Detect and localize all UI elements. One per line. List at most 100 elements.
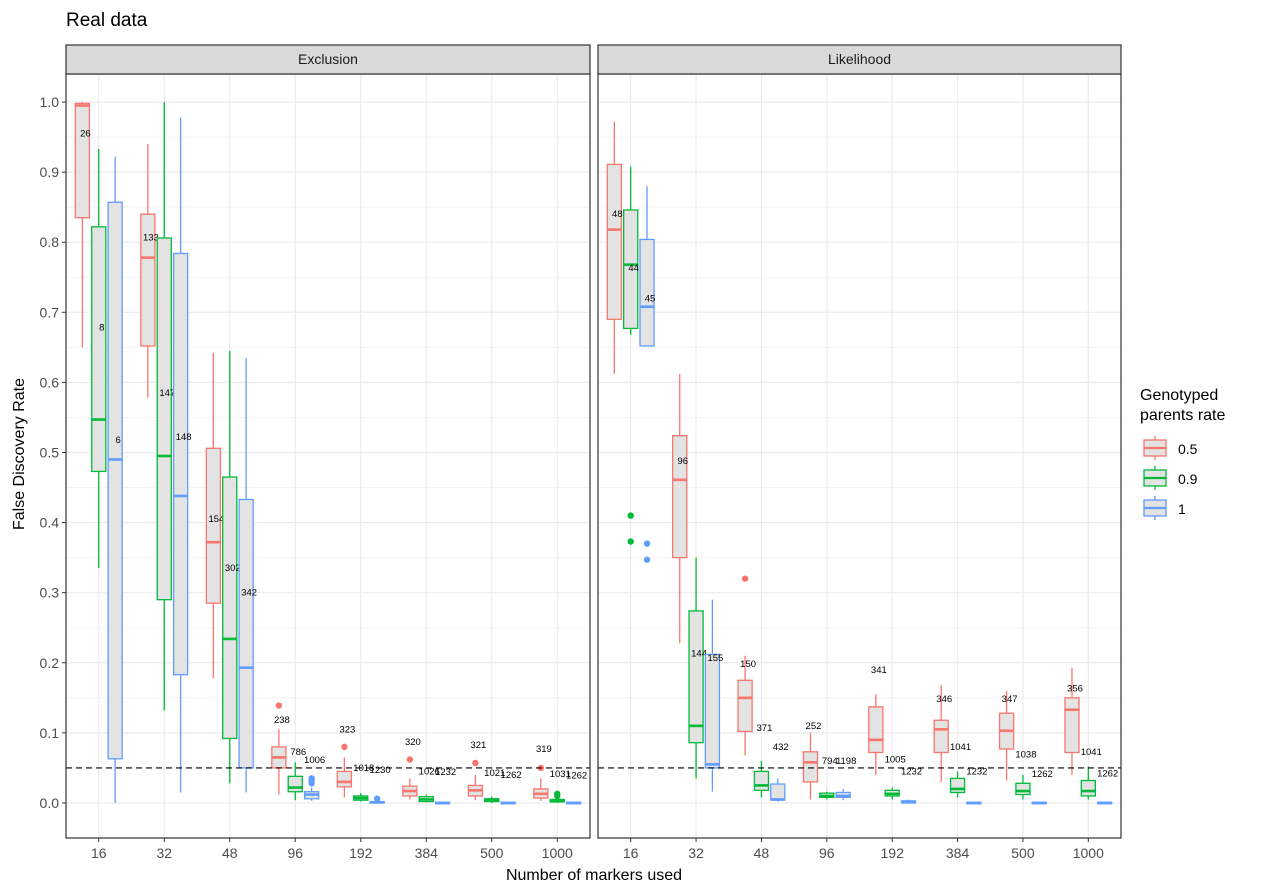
count-label: 26 [80, 129, 91, 140]
count-label: 1262 [566, 771, 587, 782]
box-48-0_9: 302 [222, 350, 241, 784]
x-tick-label: 32 [156, 845, 172, 861]
box-192-0_9: 1005 [884, 754, 906, 800]
count-label: 321 [470, 740, 486, 751]
box-96-1: 1006 [303, 755, 325, 801]
strip-background [65, 44, 591, 75]
y-tick-label: 0.3 [40, 585, 60, 601]
box-32-0_9: 147 [156, 102, 175, 711]
box-body [933, 719, 949, 754]
count-label: 1232 [435, 767, 456, 778]
box-96-0_5: 238 [271, 702, 290, 795]
chart-title: Real data [66, 10, 148, 31]
box-48-0_5: 154 [205, 352, 224, 679]
outlier-point [341, 743, 348, 751]
box-1000-1: 1262 [565, 771, 587, 805]
box-500-0_5: 321 [467, 740, 486, 801]
legend-title: Genotyped [1140, 387, 1218, 404]
y-tick-label: 0.5 [40, 444, 60, 460]
count-label: 320 [405, 737, 421, 748]
legend-label: 0.5 [1178, 441, 1198, 457]
box-1000-0_9: 1041 [1080, 747, 1102, 800]
legend-key-0_5: 0.5 [1143, 436, 1198, 460]
box-96-0_9: 786 [287, 747, 306, 801]
box-500-1: 1262 [500, 770, 522, 805]
box-body [1064, 697, 1080, 754]
count-label: 794 [822, 756, 838, 767]
box-192-1: 1230 [369, 765, 391, 804]
count-label: 1262 [1097, 769, 1118, 780]
y-axis-title: False Discovery Rate [11, 378, 28, 530]
panel-exclusion: 26 133 154 238 323 320 321 319 8 147 302 786 1018 102… [40, 44, 591, 861]
box-192-1: 1232 [900, 766, 922, 804]
facet-panels: 26 133 154 238 323 320 321 319 8 147 302 786 1018 102… [40, 44, 1122, 861]
box-384-1: 1232 [434, 767, 456, 805]
box-body [688, 610, 704, 744]
count-label: 44 [628, 263, 639, 274]
x-tick-label: 96 [287, 845, 303, 861]
box-body [623, 209, 639, 330]
box-body [753, 770, 770, 791]
y-tick-label: 0.1 [40, 725, 60, 741]
outlier-point [554, 790, 561, 798]
box-48-0_9: 371 [753, 723, 773, 798]
box-body [1080, 779, 1096, 797]
count-label: 252 [806, 721, 822, 732]
count-label: 8 [99, 323, 104, 334]
box-16-0_5: 48 [606, 121, 623, 374]
box-body [1015, 782, 1031, 796]
box-384-0_9: 1041 [949, 742, 971, 798]
box-body [868, 706, 884, 754]
box-body [704, 653, 721, 769]
outlier-point [275, 702, 283, 709]
count-label: 1262 [1032, 769, 1053, 780]
box-32-1: 148 [172, 117, 192, 793]
count-label: 1018 [353, 763, 374, 774]
box-body [238, 498, 254, 769]
count-label: 1005 [885, 754, 906, 765]
count-label: 238 [274, 715, 290, 726]
x-tick-label: 96 [819, 845, 835, 861]
box-body [949, 777, 966, 794]
count-label: 347 [1002, 694, 1018, 705]
count-label: 48 [612, 209, 623, 220]
strip-label: Exclusion [298, 51, 358, 67]
box-body [205, 447, 222, 604]
box-16-0_9: 44 [623, 166, 639, 545]
panel-likelihood: 48 96 150 252 341 346 347 356 44 144 371 794 1005 104… [597, 44, 1122, 861]
box-1000-0_9: 1031 [549, 769, 571, 803]
count-label: 155 [707, 653, 723, 664]
series-0_9: 44 144 371 794 1005 1041 1038 1041 [623, 166, 1102, 800]
count-label: 371 [757, 723, 773, 734]
box-body [156, 237, 172, 601]
count-label: 432 [773, 742, 789, 753]
outlier-point [373, 795, 381, 802]
box-48-1: 432 [770, 742, 789, 802]
box-32-0_5: 133 [140, 144, 159, 398]
box-48-0_5: 150 [737, 575, 756, 756]
x-tick-label: 192 [349, 845, 373, 861]
box-500-0_9: 1038 [1015, 750, 1037, 800]
x-axis-title: Number of markers used [506, 867, 682, 884]
box-body [172, 252, 189, 676]
box-384-1: 1232 [966, 766, 987, 805]
series-0_5: 26 133 154 238 323 320 321 319 [74, 102, 552, 801]
box-384-0_5: 346 [933, 685, 952, 782]
count-label: 1038 [1015, 750, 1036, 761]
legend-key-0_9: 0.9 [1143, 466, 1198, 490]
count-label: 150 [740, 659, 756, 670]
box-body [802, 751, 819, 783]
box-500-0_9: 1021 [484, 768, 505, 803]
x-tick-label: 500 [480, 845, 504, 861]
y-tick-label: 0.0 [40, 795, 60, 811]
panel-background [66, 74, 590, 838]
x-tick-label: 48 [222, 845, 238, 861]
count-label: 1198 [836, 756, 856, 767]
box-32-0_9: 144 [688, 557, 707, 779]
box-body [770, 783, 786, 801]
box-16-0_5: 26 [74, 102, 91, 348]
series-0_9: 8 147 302 786 1018 1026 1021 1031 [91, 102, 571, 803]
count-label: 346 [936, 694, 952, 705]
outlier-point [627, 538, 634, 545]
